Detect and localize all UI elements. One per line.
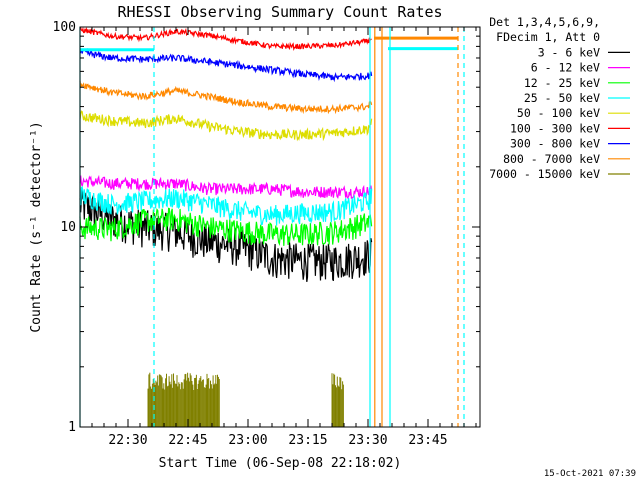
y-tick-label: 1: [68, 420, 76, 435]
x-tick-label: 22:30: [108, 433, 147, 448]
legend-label: 50 - 100 keV: [517, 106, 600, 120]
axes-layer: 22:30 22:45 23:00 23:15 23:30 23:45 1 10 100: [53, 20, 480, 448]
series-12-25-kev: [79, 207, 373, 247]
x-axis-label: Start Time (06-Sep-08 22:18:02): [159, 456, 402, 471]
series-7000-15000-kev: [147, 372, 344, 427]
chart-title: RHESSI Observing Summary Count Rates: [117, 3, 442, 21]
legend-label: 7000 - 15000 keV: [489, 167, 600, 181]
series-layer: [79, 26, 458, 427]
x-tick-label: 23:00: [228, 433, 267, 448]
series-25-50-kev: [79, 185, 373, 226]
series-800-7000-kev: [79, 80, 373, 115]
legend: Det 1,3,4,5,6,9,FDecim 1, Att 03 - 6 keV…: [489, 15, 630, 181]
legend-label: 6 - 12 keV: [531, 61, 600, 75]
legend-label: 25 - 50 keV: [524, 91, 600, 105]
x-tick-label: 23:45: [408, 433, 447, 448]
series-6-12-kev: [79, 174, 373, 200]
legend-label: 300 - 800 keV: [510, 137, 600, 151]
y-axis-label: Count Rate (s⁻¹ detector⁻¹): [29, 121, 44, 332]
legend-label: 800 - 7000 keV: [503, 152, 600, 166]
legend-label: 3 - 6 keV: [538, 45, 600, 59]
x-tick-label: 22:45: [168, 433, 207, 448]
legend-header: FDecim 1, Att 0: [496, 30, 600, 44]
legend-label: 100 - 300 keV: [510, 121, 600, 135]
y-tick-label: 10: [60, 220, 76, 235]
series-100-300-kev: [79, 26, 372, 52]
legend-label: 12 - 25 keV: [524, 76, 600, 90]
series-50-100-kev: [79, 110, 373, 142]
x-tick-label: 23:30: [348, 433, 387, 448]
footer-date: 15-Oct-2021 07:39: [544, 469, 636, 479]
series-300-800-kev: [79, 47, 373, 83]
legend-header: Det 1,3,4,5,6,9,: [489, 15, 600, 29]
x-tick-label: 23:15: [288, 433, 327, 448]
y-tick-label: 100: [53, 20, 76, 35]
